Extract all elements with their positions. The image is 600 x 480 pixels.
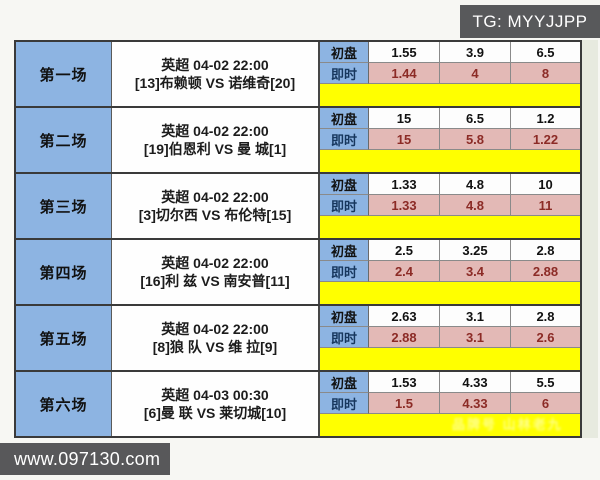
table-right-margin-strip	[580, 40, 598, 438]
match-info: 英超 04-02 22:00 [3]切尔西 VS 布伦特[15]	[112, 174, 320, 238]
note-row	[320, 414, 580, 436]
note-row	[320, 84, 580, 106]
initial-odds-label: 初盘	[320, 174, 369, 195]
live-draw-odds: 3.1	[440, 327, 511, 348]
match-number: 第一场	[16, 42, 112, 106]
initial-home-odds: 1.53	[369, 372, 440, 393]
live-odds-label: 即时	[320, 261, 369, 282]
match-teams: [13]布赖顿 VS 诺维奇[20]	[134, 75, 296, 91]
live-home-odds: 2.88	[369, 327, 440, 348]
match-block-5: 第五场 英超 04-02 22:00 [8]狼 队 VS 维 拉[9] 初盘 2…	[16, 306, 580, 372]
initial-away-odds: 6.5	[511, 42, 580, 63]
match-block-3: 第三场 英超 04-02 22:00 [3]切尔西 VS 布伦特[15] 初盘 …	[16, 174, 580, 240]
match-league-time: 英超 04-02 22:00	[161, 57, 269, 73]
live-odds-label: 即时	[320, 393, 369, 414]
match-block-1: 第一场 英超 04-02 22:00 [13]布赖顿 VS 诺维奇[20] 初盘…	[16, 42, 580, 108]
live-away-odds: 6	[511, 393, 580, 414]
live-draw-odds: 4.33	[440, 393, 511, 414]
match-number: 第五场	[16, 306, 112, 370]
website-url-bar: www.097130.com	[0, 443, 170, 475]
initial-odds-label: 初盘	[320, 240, 369, 261]
live-home-odds: 15	[369, 129, 440, 150]
initial-home-odds: 2.63	[369, 306, 440, 327]
match-info: 英超 04-02 22:00 [19]伯恩利 VS 曼 城[1]	[112, 108, 320, 172]
match-info: 英超 04-03 00:30 [6]曼 联 VS 莱切城[10]	[112, 372, 320, 436]
live-home-odds: 1.44	[369, 63, 440, 84]
match-info: 英超 04-02 22:00 [16]利 兹 VS 南安普[11]	[112, 240, 320, 304]
initial-odds-label: 初盘	[320, 42, 369, 63]
match-league-time: 英超 04-02 22:00	[161, 321, 269, 337]
live-home-odds: 1.5	[369, 393, 440, 414]
live-odds-label: 即时	[320, 327, 369, 348]
initial-odds-label: 初盘	[320, 306, 369, 327]
live-draw-odds: 4	[440, 63, 511, 84]
initial-away-odds: 1.2	[511, 108, 580, 129]
live-home-odds: 2.4	[369, 261, 440, 282]
match-league-time: 英超 04-03 00:30	[161, 387, 269, 403]
initial-draw-odds: 3.1	[440, 306, 511, 327]
match-teams: [3]切尔西 VS 布伦特[15]	[138, 207, 292, 223]
note-row	[320, 282, 580, 304]
match-number: 第二场	[16, 108, 112, 172]
live-away-odds: 8	[511, 63, 580, 84]
note-row	[320, 216, 580, 238]
initial-away-odds: 2.8	[511, 306, 580, 327]
initial-draw-odds: 6.5	[440, 108, 511, 129]
live-draw-odds: 4.8	[440, 195, 511, 216]
match-block-6: 第六场 英超 04-03 00:30 [6]曼 联 VS 莱切城[10] 初盘 …	[16, 372, 580, 436]
match-league-time: 英超 04-02 22:00	[161, 189, 269, 205]
live-away-odds: 1.22	[511, 129, 580, 150]
initial-home-odds: 1.33	[369, 174, 440, 195]
initial-draw-odds: 4.33	[440, 372, 511, 393]
match-teams: [6]曼 联 VS 莱切城[10]	[143, 405, 287, 421]
match-teams: [19]伯恩利 VS 曼 城[1]	[143, 141, 287, 157]
match-number: 第四场	[16, 240, 112, 304]
note-row	[320, 150, 580, 172]
match-info: 英超 04-02 22:00 [13]布赖顿 VS 诺维奇[20]	[112, 42, 320, 106]
initial-away-odds: 2.8	[511, 240, 580, 261]
initial-home-odds: 2.5	[369, 240, 440, 261]
initial-draw-odds: 3.9	[440, 42, 511, 63]
telegram-handle-badge: TG: MYYJJPP	[460, 5, 600, 38]
initial-odds-label: 初盘	[320, 372, 369, 393]
betting-odds-table: 第一场 英超 04-02 22:00 [13]布赖顿 VS 诺维奇[20] 初盘…	[14, 40, 582, 438]
match-block-4: 第四场 英超 04-02 22:00 [16]利 兹 VS 南安普[11] 初盘…	[16, 240, 580, 306]
live-odds-label: 即时	[320, 129, 369, 150]
live-draw-odds: 3.4	[440, 261, 511, 282]
match-info: 英超 04-02 22:00 [8]狼 队 VS 维 拉[9]	[112, 306, 320, 370]
initial-away-odds: 5.5	[511, 372, 580, 393]
match-teams: [16]利 兹 VS 南安普[11]	[140, 273, 290, 289]
match-number: 第六场	[16, 372, 112, 436]
initial-draw-odds: 4.8	[440, 174, 511, 195]
live-away-odds: 2.88	[511, 261, 580, 282]
live-away-odds: 11	[511, 195, 580, 216]
live-odds-label: 即时	[320, 63, 369, 84]
match-teams: [8]狼 队 VS 维 拉[9]	[152, 339, 278, 355]
live-draw-odds: 5.8	[440, 129, 511, 150]
initial-home-odds: 15	[369, 108, 440, 129]
match-league-time: 英超 04-02 22:00	[161, 123, 269, 139]
initial-away-odds: 10	[511, 174, 580, 195]
match-number: 第三场	[16, 174, 112, 238]
note-row	[320, 348, 580, 370]
match-league-time: 英超 04-02 22:00	[161, 255, 269, 271]
initial-odds-label: 初盘	[320, 108, 369, 129]
match-block-2: 第二场 英超 04-02 22:00 [19]伯恩利 VS 曼 城[1] 初盘 …	[16, 108, 580, 174]
initial-draw-odds: 3.25	[440, 240, 511, 261]
live-odds-label: 即时	[320, 195, 369, 216]
live-home-odds: 1.33	[369, 195, 440, 216]
live-away-odds: 2.6	[511, 327, 580, 348]
initial-home-odds: 1.55	[369, 42, 440, 63]
